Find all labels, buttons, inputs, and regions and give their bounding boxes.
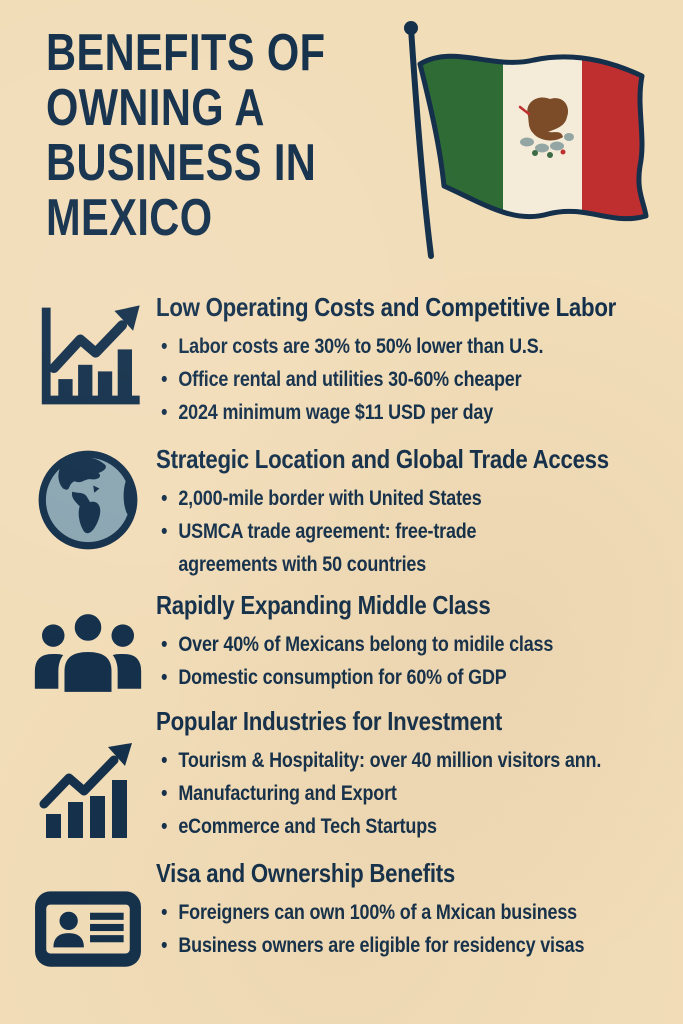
section-heading: Rapidly Expanding Middle Class: [156, 590, 491, 620]
bullet-dot-icon: •: [161, 520, 168, 543]
section-text: Low Operating Costs and Competitive Labo…: [156, 292, 669, 429]
bullet-dot-icon: •: [161, 335, 168, 358]
title-line: OWNING A: [46, 79, 265, 137]
benefit-section: Visa and Ownership Benefits • Foreigners …: [28, 858, 676, 974]
people-group-icon: [28, 590, 148, 700]
bullet-dot-icon: •: [161, 368, 168, 391]
benefit-section: Strategic Location and Global Trade Acce…: [28, 444, 676, 581]
bullet-dot-icon: •: [161, 901, 168, 924]
bullet-item: • 2,000-mile border with United States: [156, 482, 669, 515]
flag-eagle-emblem: [518, 97, 574, 158]
bullet-item: • Domestic consumption for 60% of GDP: [156, 661, 669, 694]
bullet-item: • Over 40% of Mexicans belong to midile c…: [156, 628, 669, 661]
bullet-dot-icon: •: [161, 401, 168, 424]
bullet-text: Office rental and utilities 30-60% cheap…: [178, 368, 522, 391]
bullet-dot-icon: •: [161, 934, 168, 957]
bullet-text: Manufacturing and Export: [178, 782, 397, 805]
bullet-item: • eCommerce and Tech Startups: [156, 810, 669, 843]
bullet-dot-icon: •: [161, 782, 168, 805]
section-text: Strategic Location and Global Trade Acce…: [156, 444, 669, 581]
bullet-item: • 2024 minimum wage $11 USD per day: [156, 396, 669, 429]
id-card-icon: [28, 858, 148, 974]
benefit-section: Rapidly Expanding Middle Class • Over 40%…: [28, 590, 676, 700]
bullet-text: Foreigners can own 100% of a Mxican busi…: [178, 901, 577, 924]
page-title: BENEFITS OF OWNING A BUSINESS IN MEXICO: [46, 26, 325, 246]
bullet-text: Domestic consumption for 60% of GDP: [178, 666, 507, 689]
title-line: BUSINESS IN: [46, 134, 317, 192]
bullet-list: • Labor costs are 30% to 50% lower than U…: [156, 330, 669, 429]
bullet-item: • Foreigners can own 100% of a Mxican bus…: [156, 896, 669, 929]
bullet-item: • USMCA trade agreement: free-trade agree…: [156, 515, 669, 581]
bullet-text: USMCA trade agreement: free-trade agreem…: [178, 520, 477, 576]
bullet-dot-icon: •: [161, 633, 168, 656]
bar-chart-axis-growth-icon: [28, 292, 148, 429]
title-line: BENEFITS OF: [46, 24, 326, 82]
title-line: MEXICO: [46, 189, 213, 247]
bullet-text: Tourism & Hospitality: over 40 million v…: [178, 749, 602, 772]
bullet-text: 2,000-mile border with United States: [178, 487, 482, 510]
bullet-text: Labor costs are 30% to 50% lower than U.…: [178, 335, 544, 358]
section-text: Visa and Ownership Benefits • Foreigners …: [156, 858, 669, 974]
globe-icon: [28, 444, 148, 581]
bullet-dot-icon: •: [161, 487, 168, 510]
section-heading: Strategic Location and Global Trade Acce…: [156, 444, 609, 474]
section-heading: Visa and Ownership Benefits: [156, 858, 456, 888]
bullet-list: • Over 40% of Mexicans belong to midile c…: [156, 628, 669, 694]
bullet-text: Business owners are eligible for residen…: [178, 934, 585, 957]
bullet-item: • Office rental and utilities 30-60% chea…: [156, 363, 669, 396]
mexico-flag: [396, 16, 672, 262]
bullet-list: • Tourism & Hospitality: over 40 million …: [156, 744, 669, 843]
section-text: Popular Industries for Investment • Touri…: [156, 706, 669, 846]
benefit-section: Popular Industries for Investment • Touri…: [28, 706, 676, 846]
bullet-dot-icon: •: [161, 749, 168, 772]
bullet-list: • 2,000-mile border with United States • US…: [156, 482, 669, 581]
section-text: Rapidly Expanding Middle Class • Over 40%…: [156, 590, 669, 700]
benefit-section: Low Operating Costs and Competitive Labo…: [28, 292, 676, 429]
bullet-item: • Business owners are eligible for reside…: [156, 929, 669, 962]
section-heading: Low Operating Costs and Competitive Labo…: [156, 292, 617, 322]
bullet-dot-icon: •: [161, 815, 168, 838]
bullet-list: • Foreigners can own 100% of a Mxican bus…: [156, 896, 669, 962]
bullet-dot-icon: •: [161, 666, 168, 689]
bar-chart-growth-icon: [28, 706, 148, 846]
bullet-item: • Labor costs are 30% to 50% lower than U…: [156, 330, 669, 363]
bullet-text: eCommerce and Tech Startups: [178, 815, 437, 838]
bullet-item: • Tourism & Hospitality: over 40 million …: [156, 744, 669, 777]
bullet-item: • Manufacturing and Export: [156, 777, 669, 810]
bullet-text: 2024 minimum wage $11 USD per day: [178, 401, 494, 424]
section-heading: Popular Industries for Investment: [156, 706, 503, 736]
bullet-text: Over 40% of Mexicans belong to midile cl…: [178, 633, 554, 656]
